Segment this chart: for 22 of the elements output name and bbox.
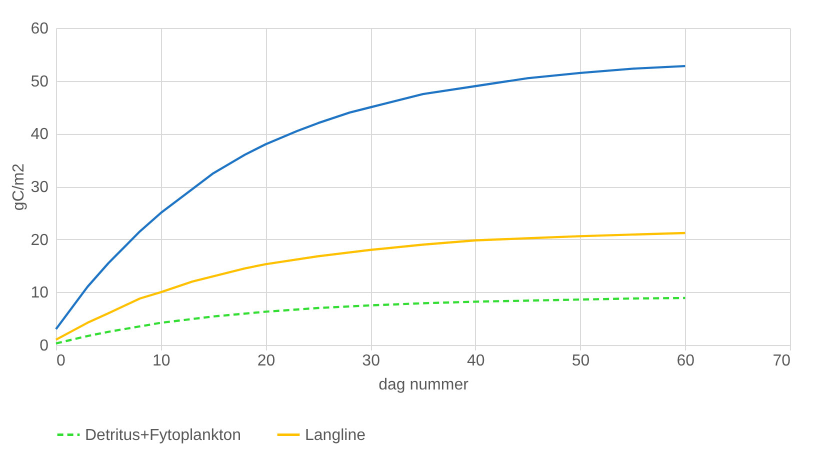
y-tick-label: 0 xyxy=(40,338,49,354)
y-tick-label: 30 xyxy=(30,179,49,196)
x-tick-label: 60 xyxy=(676,352,695,370)
x-tick-label: 10 xyxy=(152,352,170,370)
x-tick-label: 0 xyxy=(56,352,66,370)
x-tick-label: 50 xyxy=(572,352,590,370)
y-tick-label: 10 xyxy=(30,284,49,302)
legend-label: Langline xyxy=(305,426,366,444)
line-series xyxy=(54,64,686,330)
y-axis-title: gC/m2 xyxy=(10,163,28,211)
x-tick-label: 20 xyxy=(257,352,276,370)
x-tick-label: 30 xyxy=(362,352,380,370)
legend-label: Detritus+Fytoplankton xyxy=(85,426,242,444)
x-tick-label: 70 xyxy=(772,352,791,370)
x-axis-title: dag nummer xyxy=(378,376,470,394)
y-tick-label: 40 xyxy=(30,126,49,144)
x-tick-label: 40 xyxy=(467,352,485,370)
line-series xyxy=(54,296,686,345)
line-series xyxy=(54,232,686,341)
y-tick-label: 60 xyxy=(30,20,49,38)
y-tick-label: 50 xyxy=(30,73,49,90)
y-tick-label: 20 xyxy=(30,232,49,249)
